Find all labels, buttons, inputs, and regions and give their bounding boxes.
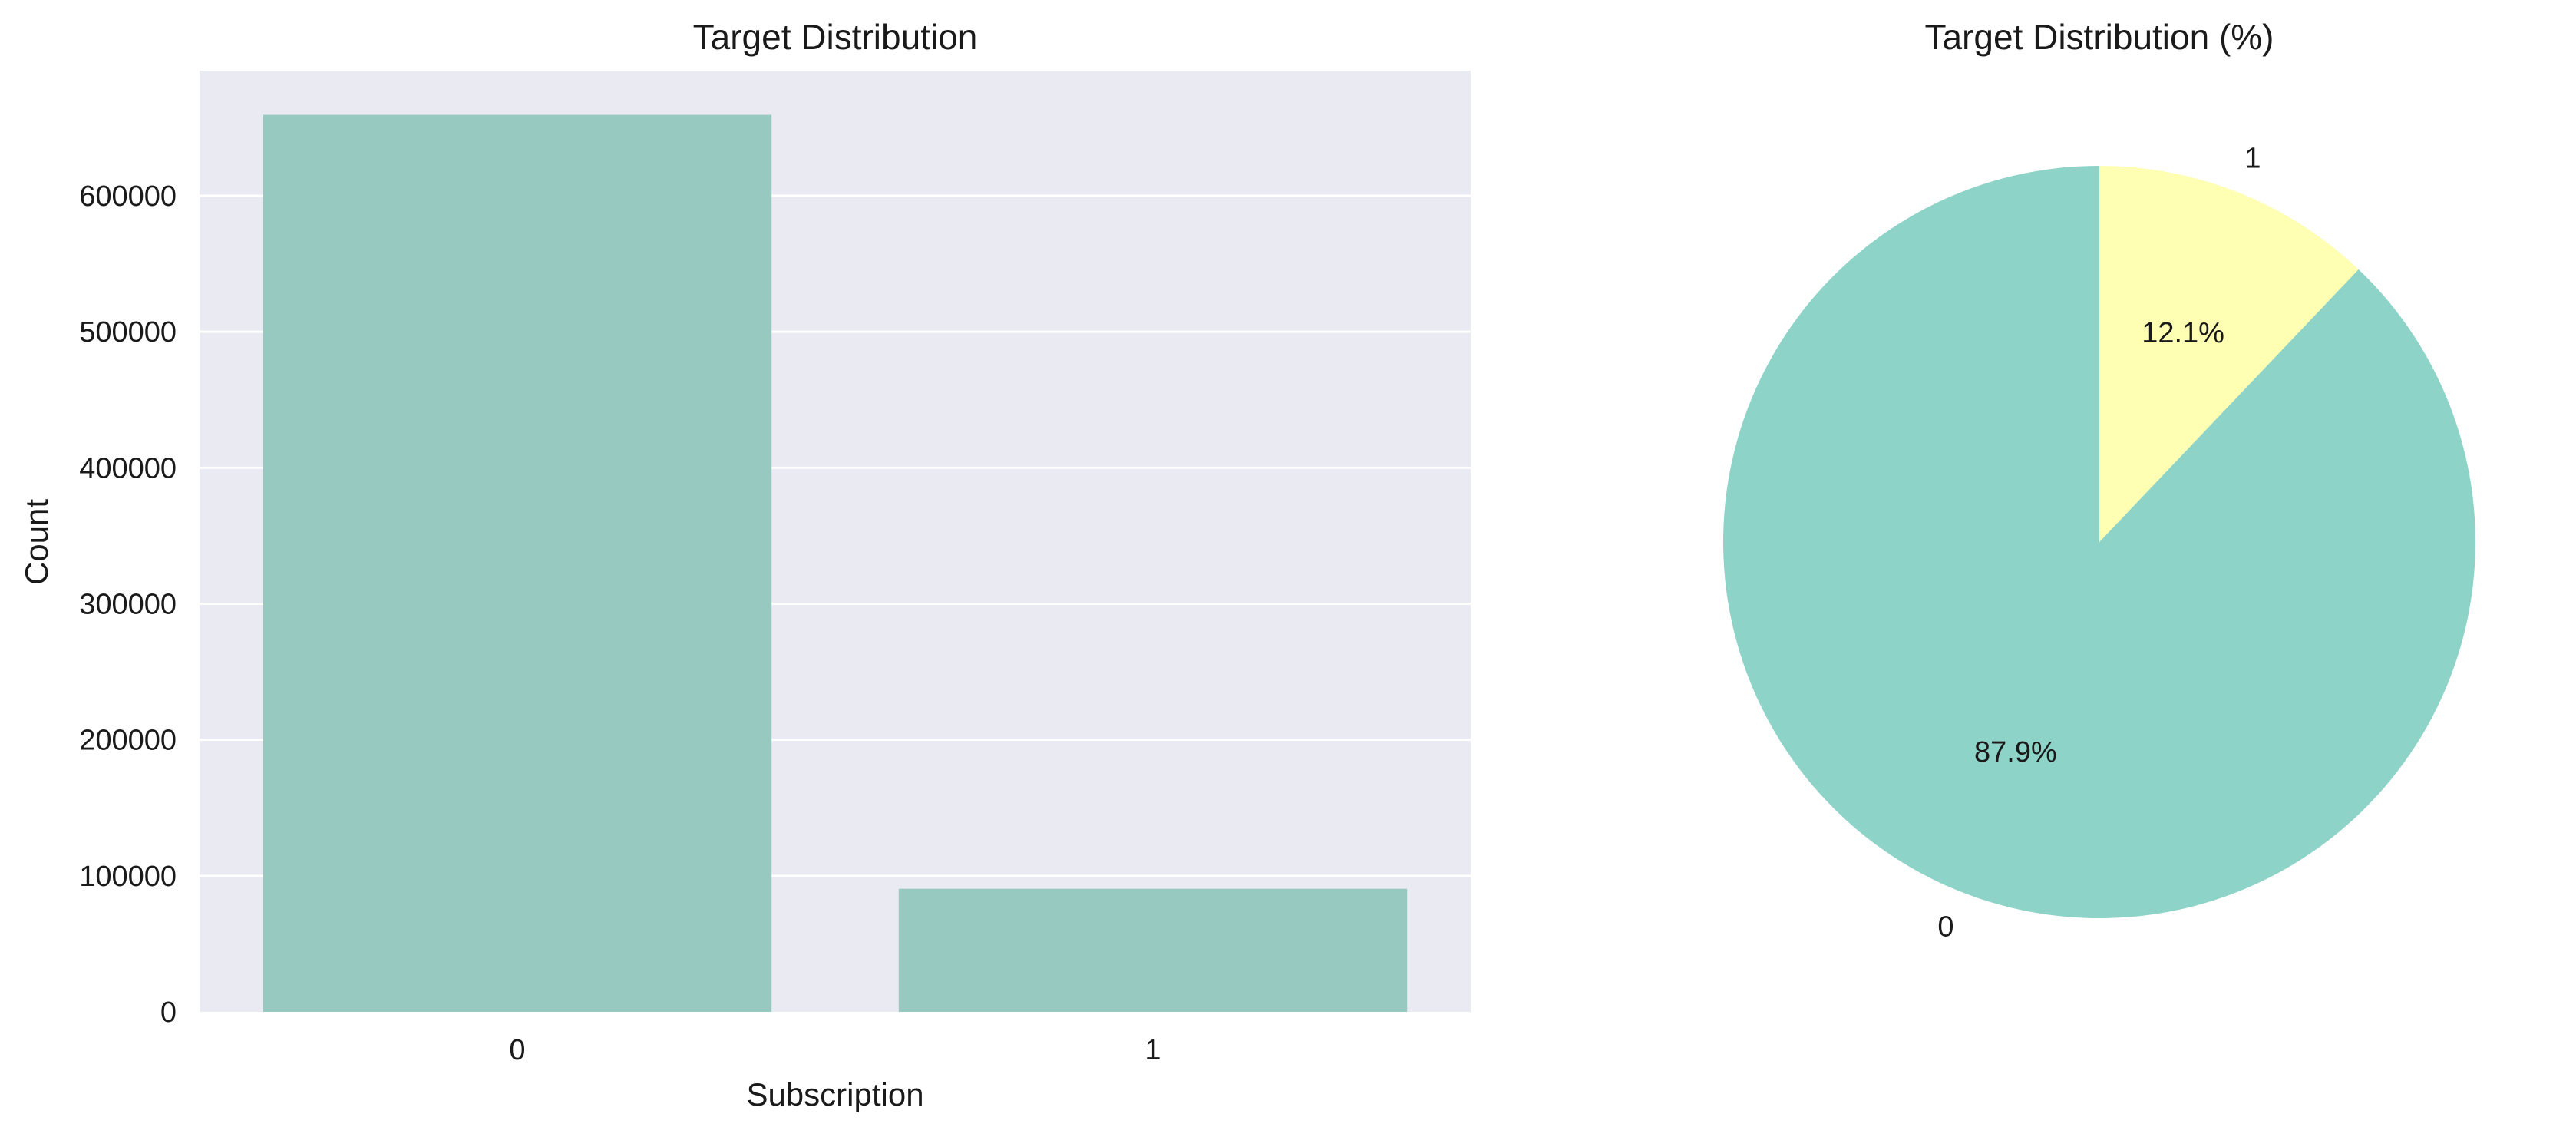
bar-chart-y-tick-label: 500000 (79, 316, 177, 349)
pie-chart-slices (1722, 166, 2476, 919)
bar-chart-title: Target Distribution (693, 17, 978, 57)
pie-slice (1722, 166, 2476, 919)
pie-slice-label: 0 (1937, 911, 1953, 944)
pie-slice-percent: 87.9% (1974, 736, 2057, 768)
bar-chart-y-tick-label: 0 (160, 996, 177, 1029)
pie-slice (2099, 166, 2359, 542)
pie-chart: Target Distribution (%) 0 87.9% 1 12.1% (1722, 17, 2476, 944)
bar-chart-x-tick-label: 0 (509, 1034, 525, 1066)
bar-chart-x-axis-label: Subscription (746, 1076, 923, 1112)
bar-chart-bar (263, 114, 772, 1012)
bar-chart-x-tick-label: 1 (1144, 1034, 1161, 1066)
bar-chart-y-tick-label: 400000 (79, 452, 177, 484)
bar-chart-y-ticks: 0 100000 200000 300000 400000 500000 600000 (79, 180, 177, 1029)
bar-chart-y-tick-label: 300000 (79, 588, 177, 620)
bar-chart-bar (898, 888, 1408, 1012)
bar-chart: Target Distribution 0 100000 200000 300000 4… (18, 17, 1471, 1112)
bar-chart-bars (263, 114, 1408, 1012)
bar-chart-y-tick-label: 100000 (79, 861, 177, 893)
pie-slice-percent: 12.1% (2142, 317, 2224, 349)
bar-chart-y-tick-label: 600000 (79, 180, 177, 213)
pie-chart-labels: 0 87.9% 1 12.1% (1937, 142, 2261, 943)
pie-chart-title: Target Distribution (%) (1924, 17, 2274, 57)
bar-chart-y-axis-label: Count (18, 499, 54, 585)
pie-slice-label: 1 (2244, 142, 2261, 174)
bar-chart-y-tick-label: 200000 (79, 725, 177, 757)
